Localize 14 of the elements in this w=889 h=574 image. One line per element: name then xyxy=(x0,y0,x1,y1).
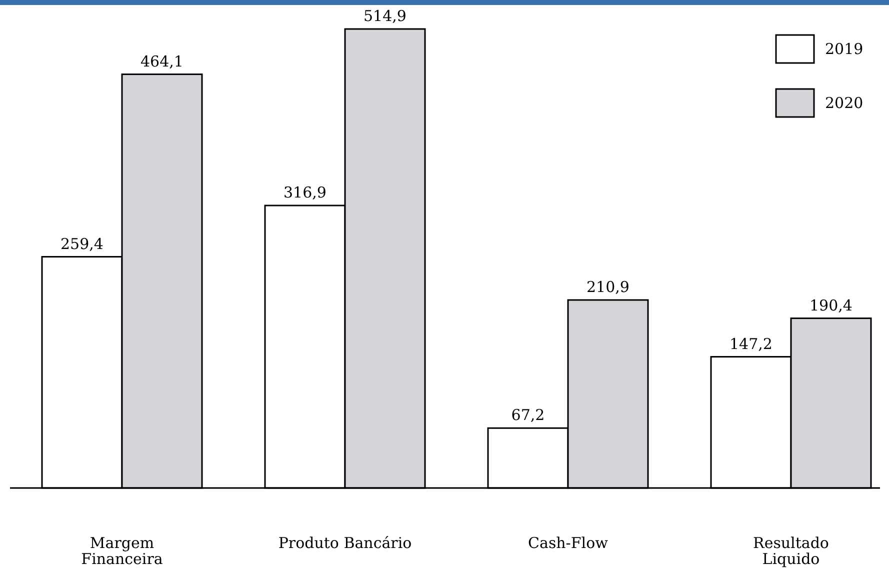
x-tick-label: Resultado Liquido xyxy=(753,534,829,568)
data-label: 514,9 xyxy=(364,7,406,25)
x-tick-label: Produto Bancário xyxy=(278,534,412,552)
legend-label: 2019 xyxy=(825,40,864,58)
x-tick-label: Margem Financeira xyxy=(81,534,163,568)
data-label: 147,2 xyxy=(730,334,772,353)
legend-label: 2020 xyxy=(825,94,864,112)
data-label: 210,9 xyxy=(586,278,630,296)
data-label: 190,4 xyxy=(810,296,852,314)
data-label: 67,2 xyxy=(511,406,545,424)
data-label: 464,1 xyxy=(140,52,184,70)
data-label: 316,9 xyxy=(284,184,326,202)
x-tick-label: Cash-Flow xyxy=(528,534,608,552)
data-label: 259,4 xyxy=(60,234,104,253)
